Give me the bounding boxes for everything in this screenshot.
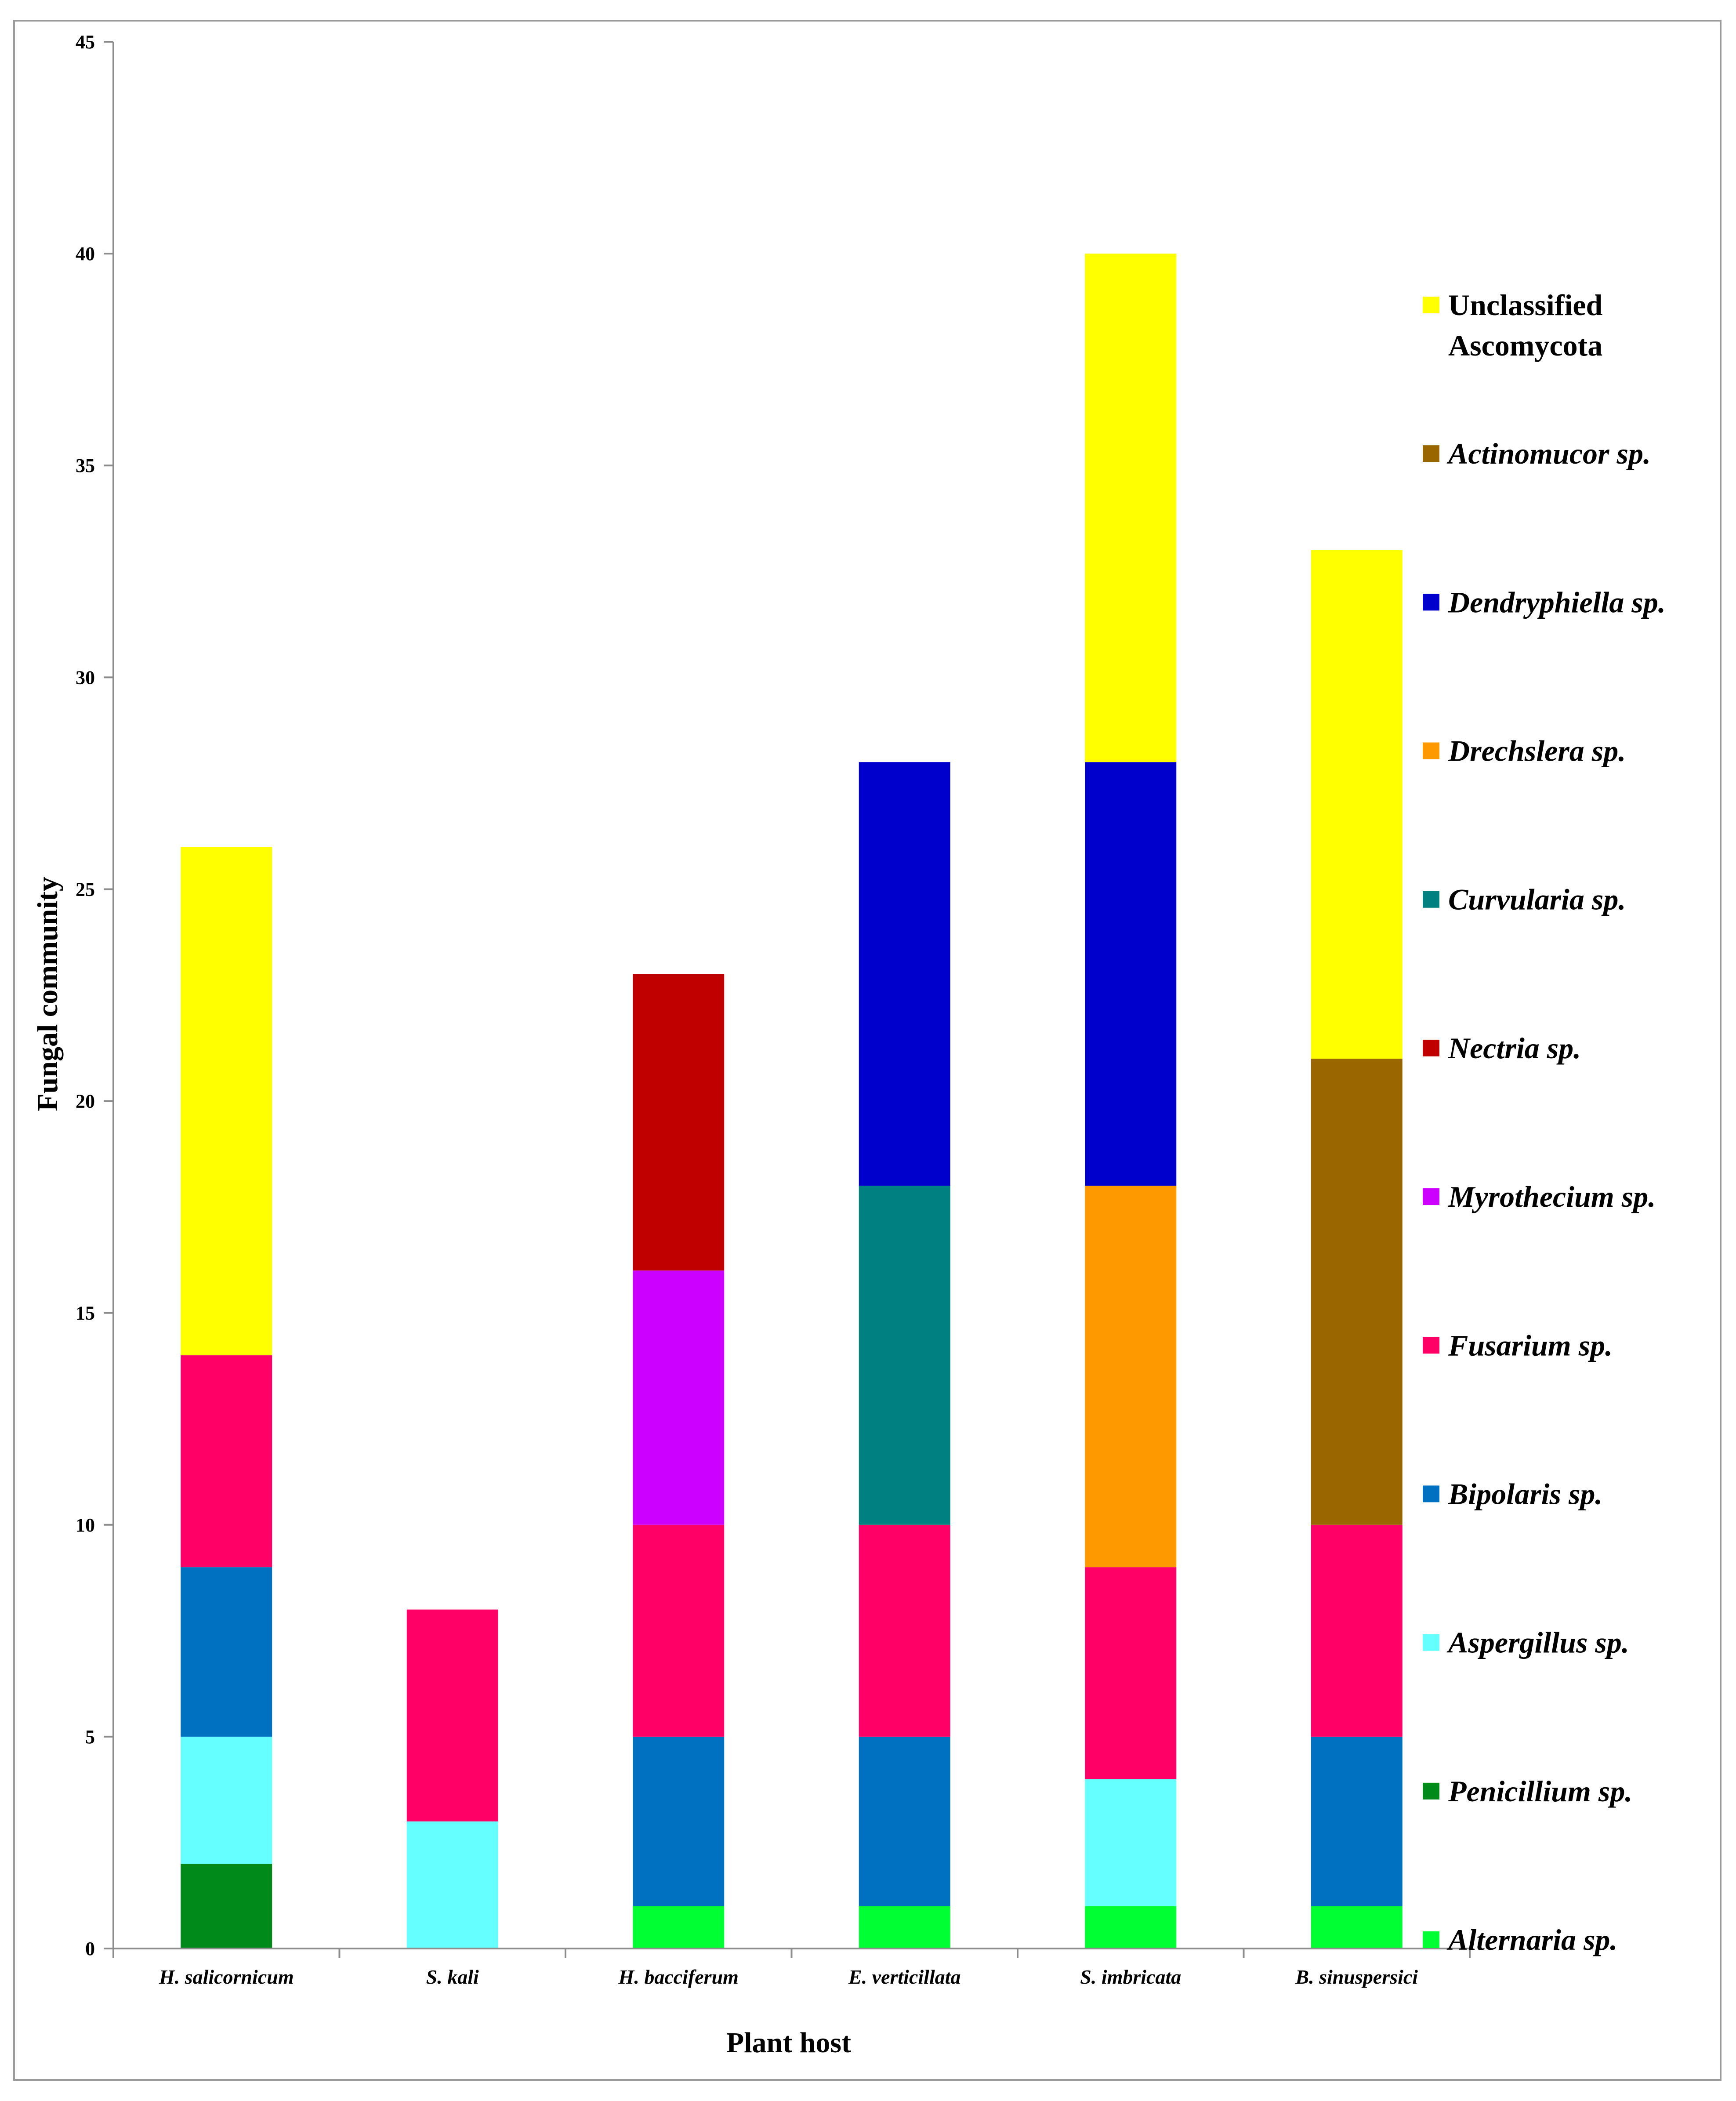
bar-h-bacciferum-nectria-sp (633, 974, 725, 1271)
y-tick-label: 25 (76, 878, 95, 900)
bar-h-salicornicum-bipolaris-sp (181, 1567, 272, 1737)
legend-item-nectria-sp: Nectria sp. (1423, 1031, 1581, 1065)
bar-b-sinuspersici-bipolaris-sp (1311, 1736, 1403, 1906)
y-tick-label: 5 (85, 1726, 95, 1748)
y-tick-label: 10 (76, 1514, 95, 1536)
legend-item-actinomucor-sp: Actinomucor sp. (1423, 437, 1651, 470)
y-tick-label: 45 (76, 31, 95, 53)
legend-label: Alternaria sp. (1446, 1923, 1617, 1956)
bar-e-verticillata-curvularia-sp (859, 1186, 950, 1525)
legend-label: Curvularia sp. (1448, 883, 1626, 916)
legend-item-alternaria-sp: Alternaria sp. (1423, 1923, 1617, 1956)
legend-item-unclassified-ascomycota: Unclassified Ascomycota (1423, 288, 1603, 362)
legend-label: Dendryphiella sp. (1448, 585, 1666, 619)
axes-group: 0 5 10 15 20 25 30 35 40 45 H. salicornicum S. kali… (76, 31, 1471, 1988)
legend-item-dendryphiella-sp: Dendryphiella sp. (1423, 585, 1666, 619)
bar-b-sinuspersici-alternaria-sp (1311, 1906, 1403, 1949)
legend-swatch (1423, 1485, 1439, 1502)
legend-swatch (1423, 445, 1439, 462)
legend-swatch (1423, 742, 1439, 759)
bar-h-bacciferum-fusarium-sp (633, 1524, 725, 1737)
y-tick-label: 0 (85, 1938, 95, 1959)
legend-item-penicillium-sp: Penicillium sp. (1423, 1774, 1632, 1808)
y-tick-label: 30 (76, 667, 95, 688)
y-tick-label: 15 (76, 1303, 95, 1324)
legend-item-myrothecium-sp: Myrothecium sp. (1423, 1180, 1656, 1213)
legend-label: Drechslera sp. (1448, 734, 1626, 768)
bars-group (181, 254, 1403, 1949)
legend-label: Fusarium sp. (1448, 1328, 1613, 1362)
bar-s-imbricata-unclassified-ascomycota (1085, 254, 1177, 762)
legend-swatch (1423, 1782, 1439, 1800)
bar-s-kali-aspergillus-sp (406, 1821, 498, 1949)
legend-item-curvularia-sp: Curvularia sp. (1423, 883, 1626, 916)
x-tick-label-h-bacciferum: H. bacciferum (618, 1966, 739, 1988)
legend-item-bipolaris-sp: Bipolaris sp. (1423, 1477, 1602, 1510)
legend-swatch (1423, 891, 1439, 908)
legend-swatch (1423, 1337, 1439, 1354)
legend: Unclassified Ascomycota Actinomucor sp. Den… (1423, 288, 1666, 1956)
legend-item-drechslera-sp: Drechslera sp. (1423, 734, 1626, 768)
legend-label: Nectria sp. (1448, 1031, 1581, 1065)
legend-swatch (1423, 297, 1439, 313)
bar-b-sinuspersici-fusarium-sp (1311, 1524, 1403, 1737)
y-tick-label: 20 (76, 1091, 95, 1112)
legend-label: Aspergillus sp. (1446, 1626, 1629, 1659)
bar-h-bacciferum-alternaria-sp (633, 1906, 725, 1949)
legend-swatch (1423, 1188, 1439, 1205)
bar-s-imbricata-dendryphiella-sp (1085, 762, 1177, 1186)
bar-s-imbricata-alternaria-sp (1085, 1906, 1177, 1949)
x-tick-label-s-imbricata: S. imbricata (1080, 1966, 1181, 1988)
x-tick-label-b-sinuspersici: B. sinuspersici (1295, 1966, 1418, 1988)
legend-label: Unclassified Ascomycota (1448, 288, 1603, 362)
bar-h-salicornicum-aspergillus-sp (181, 1736, 272, 1864)
bar-h-bacciferum-bipolaris-sp (633, 1736, 725, 1906)
legend-item-fusarium-sp: Fusarium sp. (1423, 1328, 1613, 1362)
bar-e-verticillata-fusarium-sp (859, 1524, 950, 1737)
bar-e-verticillata-alternaria-sp (859, 1906, 950, 1949)
legend-label: Bipolaris sp. (1448, 1477, 1602, 1510)
x-tick-label-s-kali: S. kali (426, 1966, 479, 1988)
bar-s-imbricata-aspergillus-sp (1085, 1779, 1177, 1906)
bar-h-bacciferum-myrothecium-sp (633, 1270, 725, 1525)
bar-e-verticillata-dendryphiella-sp (859, 762, 950, 1186)
x-tick-label-h-salicornicum: H. salicornicum (159, 1966, 294, 1988)
legend-swatch (1423, 1931, 1439, 1948)
y-tick-label: 35 (76, 455, 95, 476)
legend-item-aspergillus-sp: Aspergillus sp. (1423, 1626, 1629, 1659)
legend-label: Actinomucor sp. (1446, 437, 1651, 470)
x-tick-label-e-verticillata: E. verticillata (848, 1966, 961, 1988)
bar-b-sinuspersici-actinomucor-sp (1311, 1059, 1403, 1525)
bar-s-imbricata-drechslera-sp (1085, 1186, 1177, 1568)
legend-label: Penicillium sp. (1448, 1774, 1632, 1808)
bar-e-verticillata-bipolaris-sp (859, 1736, 950, 1906)
y-tick-label: 40 (76, 243, 95, 265)
x-axis-title: Plant host (726, 2027, 851, 2059)
bar-s-imbricata-fusarium-sp (1085, 1567, 1177, 1779)
legend-swatch (1423, 1634, 1439, 1651)
bar-s-kali-fusarium-sp (406, 1609, 498, 1822)
bar-h-salicornicum-fusarium-sp (181, 1355, 272, 1568)
legend-swatch (1423, 594, 1439, 611)
y-axis-title: Fungal community (32, 877, 64, 1111)
bar-h-salicornicum-penicillium-sp (181, 1864, 272, 1949)
legend-label: Myrothecium sp. (1448, 1180, 1656, 1213)
legend-swatch (1423, 1039, 1439, 1056)
bar-h-salicornicum-unclassified-ascomycota (181, 847, 272, 1356)
bar-b-sinuspersici-unclassified-ascomycota (1311, 550, 1403, 1059)
